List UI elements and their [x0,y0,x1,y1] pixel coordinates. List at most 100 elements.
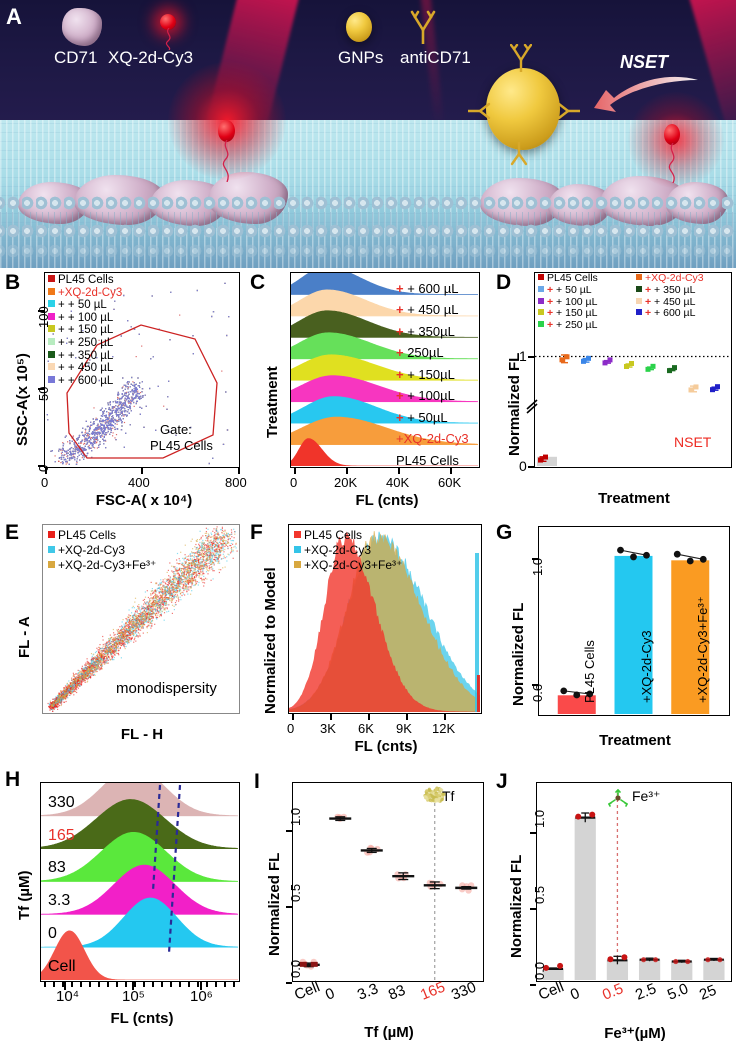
panel-j-bar-canvas [542,793,725,980]
panel-j-ytick [530,984,536,986]
panel-b-xtick [238,468,240,474]
row-label-text: + 600 µL [403,281,459,296]
legend-swatch [538,309,544,316]
lipid-bilayer-row [0,224,736,242]
panel-h-xtick [179,982,181,987]
panel-h-row-label: 165 [48,826,75,844]
legend-swatch [538,285,544,292]
legend-item: +XQ-2d-Cy3 [48,287,122,300]
panel-i-xticklabel: Cell [291,978,323,1004]
panel-b-xticklabel: 800 [225,475,247,490]
label-cd71: CD71 [54,48,98,67]
row-prefix: + [396,388,404,404]
panel-c-row-label: + + 150µL [396,367,455,382]
cy3-dye-bound-left [218,120,235,142]
panel-h-xtick [89,982,91,987]
panel-j-xticklabel: 2.5 [632,980,659,1004]
panel-i-yticklabel: 0.5 [288,883,303,902]
legend-item: PL45 Cells [48,274,122,287]
legend-swatch [48,325,55,333]
panel-h-xtick [125,982,127,987]
panel-e-annotation: monodispersity [116,680,217,697]
panel-e-legend: PL45 Cells +XQ-2d-Cy3 +XQ-2d-Cy3+Fe³⁺ [48,528,156,573]
anticd71-anchor [510,142,528,166]
panel-f-hist-canvas [289,531,480,712]
legend-label: PL45 Cells [58,528,117,542]
legend-item: + + 450 µL [636,296,734,309]
panel-b-scatter-canvas [46,282,230,465]
nset-arrow-icon [594,76,698,112]
label-xq2dcy3: XQ-2d-Cy3 [108,48,194,67]
panel-f-xtick [368,714,370,720]
panel-c-row-label: + + 50µL [396,410,448,425]
broken-axis-marker [526,399,538,414]
legend-item: +XQ-2d-Cy3 [294,543,402,558]
panel-a-schematic: A NSET CD71 XQ-2d-Cy3 GNPs antiCD71 [0,0,736,268]
panel-i-ytick [286,982,292,984]
panel-g-plot-area [538,526,730,716]
legend-label: + + 350 µL [645,283,696,296]
panel-b-yticklabel: 0 [36,464,51,472]
legend-label: + + 150 µL [58,324,114,337]
panel-j-xticklabel: 0 [568,984,583,1004]
panel-j: J Fe³⁺ 1.0 0.5 0.0 Cell 0 0.5 2.5 5.0 25 Fe³⁺… [486,760,736,1046]
panel-b-legend: PL45 Cells +XQ-2d-Cy3 + + 50 µL + + 100 µL +… [48,274,122,387]
panel-b-plot-area [44,272,240,468]
legend-item: +XQ-2d-Cy3+Fe³⁺ [48,558,156,573]
panel-letter-g: G [496,521,513,544]
panel-b-xticklabel: 400 [128,475,150,490]
panel-letter-f: F [250,521,263,544]
panel-e: E PL45 Cells +XQ-2d-Cy3 +XQ-2d-Cy3+Fe³⁺ mo… [0,518,246,760]
cy3-dye-icon [160,14,176,30]
legend-label: + + 100 µL [547,295,598,308]
legend-swatch [636,297,642,304]
legend-item: +XQ-2d-Cy3 [48,543,156,558]
panel-g-bar-label: +XQ-2d-Cy3+Fe³⁺ [695,596,711,703]
panel-h-xtick [152,982,154,987]
panel-d-ylabel: Normalized FL [506,352,523,456]
panel-i-ytick [286,830,292,832]
panel-j-ylabel: Normalized FL [508,854,525,958]
row-prefix: + [396,323,404,339]
panel-c-row-label: + + 100µL [396,388,455,403]
panel-c: C + + 600 µL + + 450 µL + + 350µL + 250µL + … [246,268,486,518]
panel-c-xlabel: FL (cnts) [355,492,419,509]
panel-i-ytick [286,906,292,908]
legend-swatch [48,300,55,308]
panel-e-scatter-canvas [47,526,238,712]
panel-b: B 0 50 100 0 400 800 FSC-A( x 10⁴) SSC-A… [0,268,247,518]
panel-i-xticklabel: 330 [449,978,479,1004]
panel-h-xtick [188,982,190,987]
panel-f-legend: PL45 Cells +XQ-2d-Cy3 +XQ-2d-Cy3+Fe³⁺ [294,528,402,573]
panel-g: G PL45 Cells +XQ-2d-Cy3 +XQ-2d-Cy3+Fe³⁺ 1.… [486,518,736,760]
legend-swatch [48,350,55,358]
panel-c-row-label: + + 450 µL [396,302,458,317]
panel-c-plot-area [290,272,480,468]
panel-c-row-label: + + 600 µL [396,281,458,296]
panel-g-bar-canvas [557,546,710,714]
lipid-bilayer-reflection [0,244,736,262]
panel-c-row-label: + 250µL [396,345,444,360]
legend-label: PL45 Cells [304,528,363,542]
panel-e-xlabel: FL - H [120,726,164,743]
legend-item: + + 350 µL [48,350,122,363]
legend-label: +XQ-2d-Cy3 [645,272,704,284]
panel-c-xticklabel: 60K [438,475,462,490]
panel-f-xticklabel: 9K [396,721,412,736]
legend-swatch [294,561,301,568]
gnp-icon [346,12,372,42]
panel-c-row-label: PL45 Cells [396,452,459,468]
panel-j-yticklabel: 0.0 [532,961,547,980]
legend-swatch [538,321,544,328]
panel-b-yticklabel: 50 [36,386,51,401]
panel-e-ylabel: FL - A [16,616,33,658]
row-prefix: + [396,281,404,296]
legend-item: + + 600 µL [48,375,122,388]
panel-h-xtick [80,982,82,987]
panel-letter-j: J [496,770,508,793]
panel-f-xticklabel: 3K [320,721,336,736]
legend-swatch [294,546,301,553]
panel-j-yticklabel: 1.0 [532,809,547,828]
panel-g-ylabel: Normalized FL [510,602,527,706]
panel-g-ytick [532,558,538,560]
